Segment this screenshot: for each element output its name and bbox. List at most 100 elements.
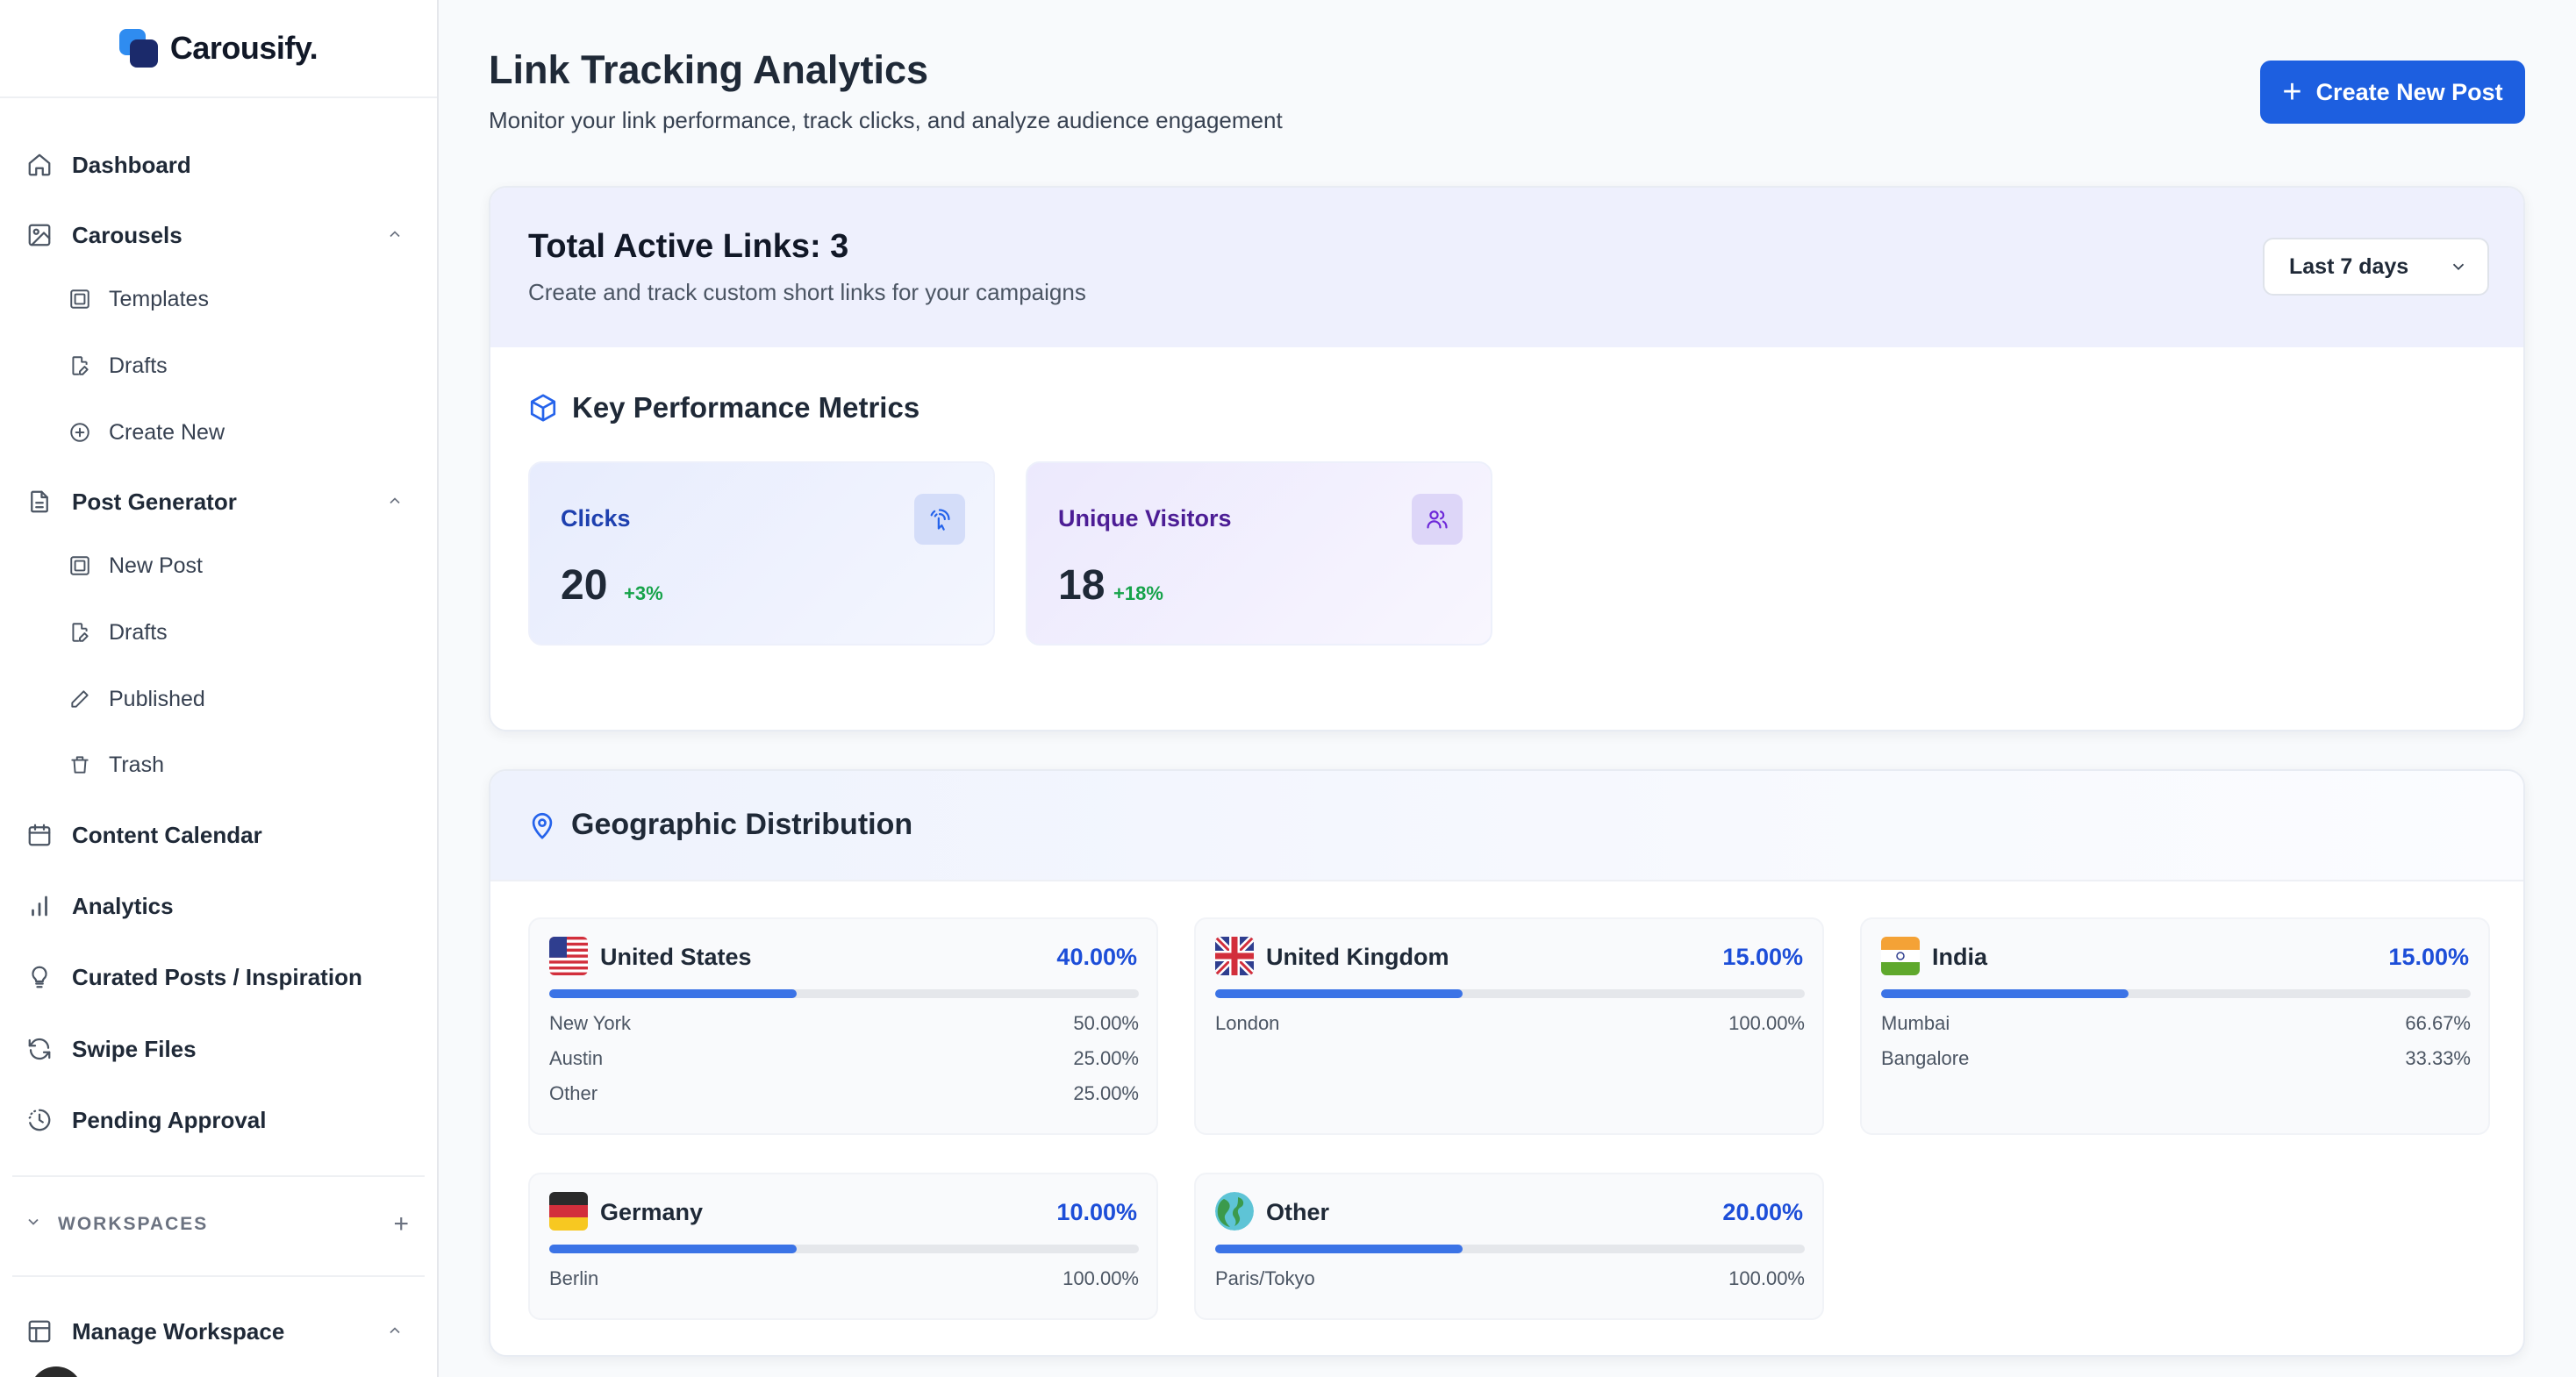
uk-flag-icon [1215,937,1254,975]
sidebar-item-label: New Post [109,553,203,578]
sidebar-item-label: Analytics [72,892,174,919]
sidebar-subitem-create-new[interactable]: Create New [0,408,437,457]
sidebar-item-label: Manage Workspace [72,1317,285,1345]
progress-track [549,1245,1139,1253]
country-card-united-kingdom[interactable]: United Kingdom 15.00% London 100.00% [1194,917,1824,1135]
sidebar-item-dashboard[interactable]: Dashboard [0,140,437,189]
sidebar-item-swipe-files[interactable]: Swipe Files [0,1024,437,1074]
sidebar-subitem-post-drafts[interactable]: Drafts [0,608,437,657]
lightbulb-icon [26,964,53,990]
chevron-down-icon[interactable] [25,1213,42,1236]
country-name: United Kingdom [1266,944,1449,970]
sidebar-item-content-calendar[interactable]: Content Calendar [0,810,437,860]
chevron-up-icon[interactable] [386,489,404,516]
country-card-other[interactable]: Other 20.00% Paris/Tokyo 100.00% [1194,1173,1824,1320]
progress-fill [549,989,798,998]
brand-logo[interactable]: Carousify. [0,0,437,98]
sidebar-item-label: Post Generator [72,488,237,515]
geographic-distribution-card: Geographic Distribution United States 40… [489,769,2525,1357]
brand-name: Carousify. [169,30,318,66]
unique-visitors-metric-card: Unique Visitors 18 +18% [1026,461,1492,646]
summary-card: Total Active Links: 3 Create and track c… [489,186,2525,731]
summary-subtitle: Create and track custom short links for … [528,279,1086,305]
sidebar-subitem-published[interactable]: Published [0,674,437,724]
unique-visitors-label: Unique Visitors [1058,505,1232,532]
sidebar-item-label: Trash [109,752,164,777]
date-range-select[interactable]: Last 7 days [2263,238,2489,296]
key-metrics-label: Key Performance Metrics [572,391,920,424]
country-percent: 40.00% [1056,944,1137,970]
city-percent: 25.00% [1073,1082,1139,1104]
refresh-icon [26,1036,53,1062]
country-card-germany[interactable]: Germany 10.00% Berlin 100.00% [528,1173,1158,1320]
city-row: New York 50.00% [549,1012,1139,1035]
sidebar-subitem-templates[interactable]: Templates [0,275,437,324]
sidebar-item-pending-approval[interactable]: Pending Approval [0,1095,437,1145]
sidebar-item-label: Pending Approval [72,1106,267,1133]
box-icon [528,393,558,423]
city-row: Berlin 100.00% [549,1267,1139,1290]
sidebar-item-label: Published [109,686,205,711]
chevron-up-icon[interactable] [386,1318,404,1345]
sidebar-item-post-generator[interactable]: Post Generator [0,477,437,526]
city-row: Austin 25.00% [549,1047,1139,1070]
document-icon [26,489,53,515]
avatar[interactable] [30,1366,82,1377]
sidebar-item-label: Content Calendar [72,821,262,848]
add-workspace-button[interactable]: + [393,1209,409,1238]
progress-fill [1215,989,1463,998]
city-percent: 25.00% [1073,1047,1139,1069]
sidebar-item-analytics[interactable]: Analytics [0,881,437,931]
city-name: Paris/Tokyo [1215,1267,1315,1289]
progress-fill [1881,989,2129,998]
country-card-india[interactable]: India 15.00% Mumbai 66.67% Bangalore 33.33… [1860,917,2490,1135]
file-edit-icon [68,354,91,377]
sidebar-subitem-carousel-drafts[interactable]: Drafts [0,341,437,390]
create-new-post-button[interactable]: + Create New Post [2260,61,2525,124]
progress-track [1881,989,2471,998]
layout-icon [26,1318,53,1345]
germany-flag-icon [549,1192,588,1231]
template-icon [68,554,91,577]
sidebar-item-carousels[interactable]: Carousels [0,210,437,260]
progress-fill [1215,1245,1463,1253]
sidebar-subitem-new-post[interactable]: New Post [0,541,437,590]
country-percent: 15.00% [2388,944,2469,970]
trash-icon [68,753,91,776]
city-name: Mumbai [1881,1012,1950,1034]
sidebar-item-label: Create New [109,419,225,445]
pen-icon [68,688,91,710]
city-row: London 100.00% [1215,1012,1805,1035]
country-name: India [1932,944,1988,970]
city-name: Austin [549,1047,604,1069]
divider [12,1175,425,1177]
progress-track [549,989,1139,998]
sidebar-item-manage-workspace[interactable]: Manage Workspace [0,1307,437,1356]
page-title: Link Tracking Analytics [489,47,928,92]
map-pin-icon [527,810,557,840]
sidebar-item-curated-posts[interactable]: Curated Posts / Inspiration [0,952,437,1002]
globe-icon [1215,1192,1254,1231]
clock-dashed-icon [26,1107,53,1133]
unique-visitors-change: +18% [1113,582,1163,604]
sidebar-subitem-trash[interactable]: Trash [0,740,437,789]
sidebar-item-label: Dashboard [72,151,191,178]
city-percent: 50.00% [1073,1012,1139,1034]
city-percent: 33.33% [2405,1047,2471,1069]
key-metrics-title: Key Performance Metrics [528,391,919,425]
home-icon [26,152,53,178]
clicks-change: +3% [624,582,663,604]
geo-title: Geographic Distribution [527,808,912,842]
us-flag-icon [549,937,588,975]
city-row: Paris/Tokyo 100.00% [1215,1267,1805,1290]
workspaces-header[interactable]: WORKSPACES + [0,1200,437,1249]
city-row: Bangalore 33.33% [1881,1047,2471,1070]
country-card-united-states[interactable]: United States 40.00% New York 50.00% Aust… [528,917,1158,1135]
india-flag-icon [1881,937,1920,975]
city-name: New York [549,1012,631,1034]
chevron-up-icon[interactable] [386,222,404,249]
image-icon [26,222,53,248]
users-icon [1412,494,1463,545]
city-percent: 100.00% [1063,1267,1139,1289]
country-percent: 20.00% [1722,1199,1803,1225]
